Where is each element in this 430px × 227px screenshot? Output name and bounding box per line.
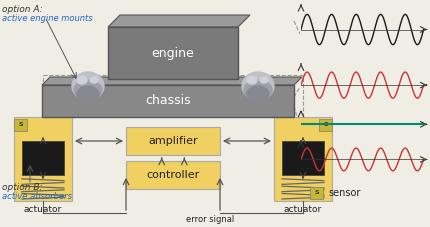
Text: chassis: chassis [145, 94, 191, 108]
Bar [310, 187, 323, 199]
Text: controller: controller [146, 170, 200, 180]
Bar [22, 141, 64, 175]
Ellipse shape [244, 80, 272, 100]
Text: active engine mounts: active engine mounts [2, 14, 92, 23]
Text: error signal: error signal [186, 215, 234, 224]
Ellipse shape [242, 72, 274, 100]
Text: option B:: option B: [2, 183, 43, 192]
Ellipse shape [247, 76, 257, 84]
Text: option A:: option A: [2, 5, 43, 14]
Text: S: S [18, 123, 23, 128]
Bar [282, 141, 324, 175]
Text: amplifier: amplifier [148, 136, 198, 146]
Bar [14, 119, 27, 131]
Ellipse shape [72, 72, 104, 100]
Bar [126, 161, 220, 189]
Text: S: S [323, 123, 328, 128]
Bar [108, 27, 238, 79]
Ellipse shape [77, 76, 87, 84]
Ellipse shape [247, 86, 269, 102]
Polygon shape [108, 15, 250, 27]
Text: engine: engine [152, 47, 194, 59]
Bar [42, 85, 294, 117]
Text: active absorbers: active absorbers [2, 192, 72, 201]
Bar [319, 119, 332, 131]
Text: actuator: actuator [24, 205, 62, 215]
Bar [14, 117, 72, 201]
Text: sensor: sensor [328, 188, 360, 198]
Bar [126, 127, 220, 155]
Polygon shape [42, 77, 302, 85]
Ellipse shape [260, 77, 268, 83]
Ellipse shape [90, 77, 98, 83]
Bar [274, 117, 332, 201]
Ellipse shape [74, 80, 102, 100]
Text: S: S [314, 190, 319, 195]
Ellipse shape [77, 86, 99, 102]
Text: actuator: actuator [284, 205, 322, 215]
